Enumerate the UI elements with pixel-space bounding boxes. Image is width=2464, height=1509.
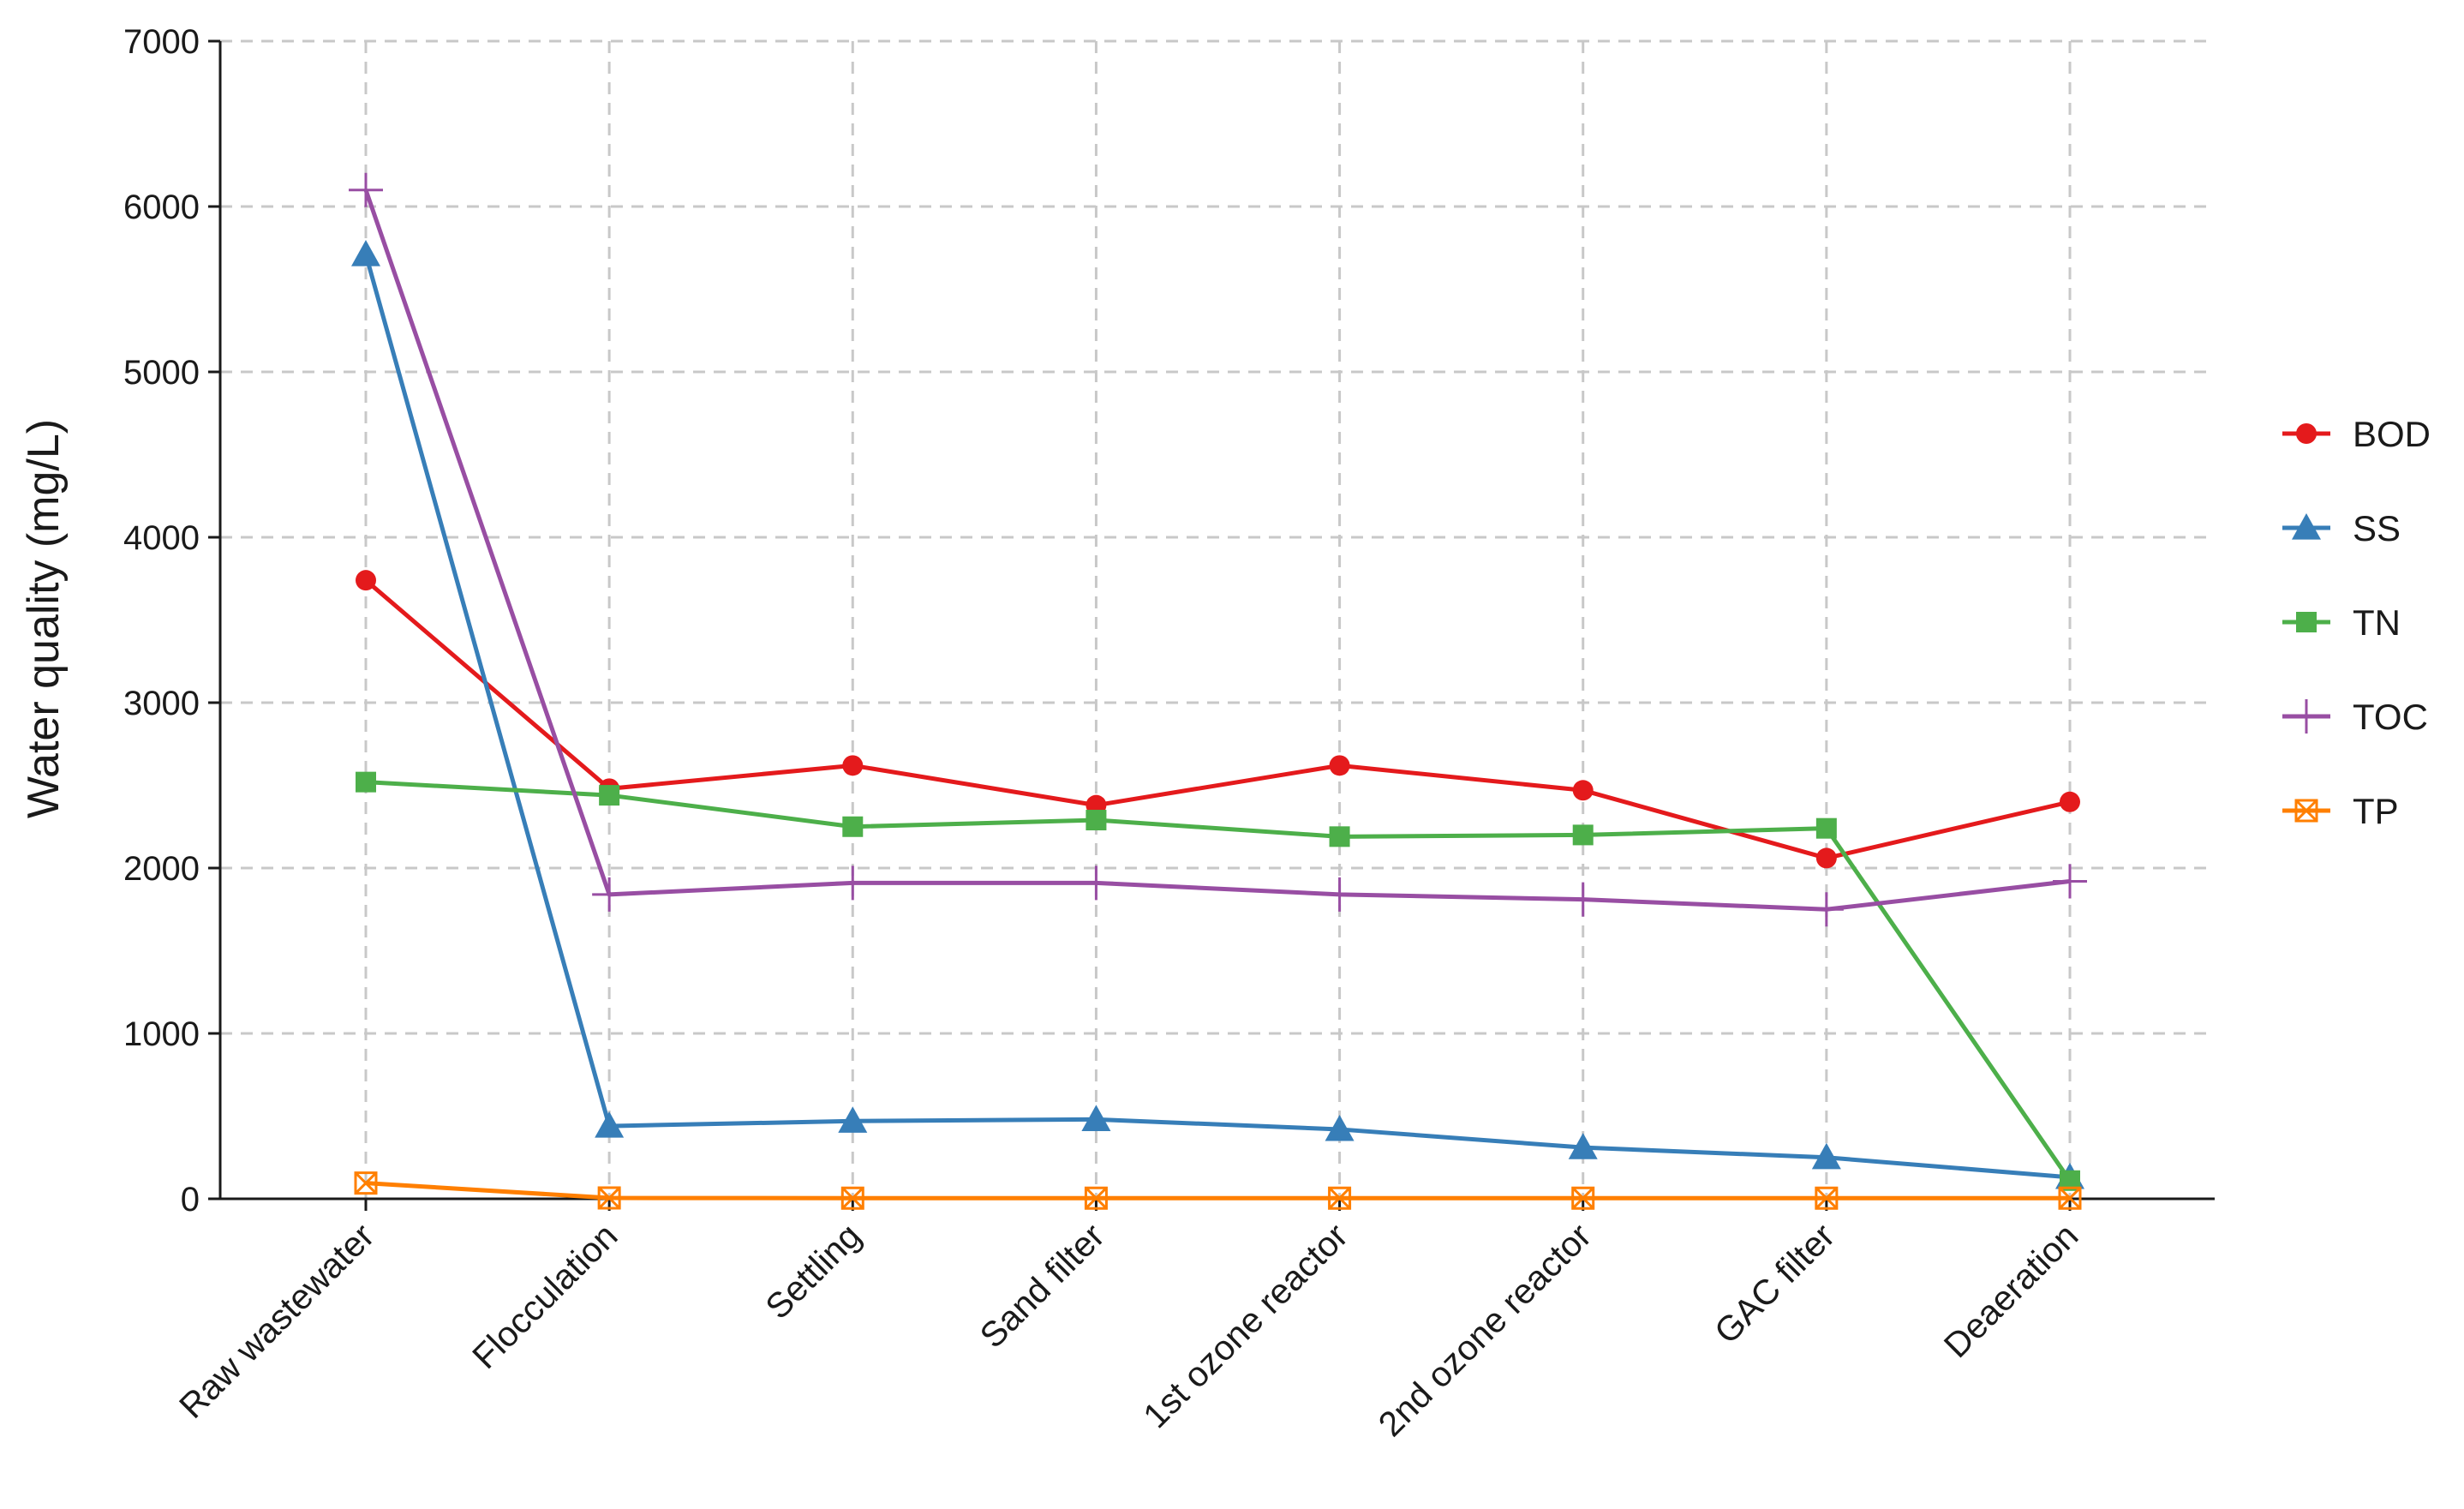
data-point-bod <box>1572 780 1594 801</box>
y-tick-label: 4000 <box>123 519 200 557</box>
legend-marker-ss <box>2292 513 2321 540</box>
data-point-ss <box>1081 1105 1111 1131</box>
legend-label-tn: TN <box>2353 602 2401 643</box>
data-point-tp <box>1571 1186 1595 1210</box>
y-tick-label: 3000 <box>123 685 200 722</box>
data-point-toc <box>1565 882 1600 917</box>
legend-marker-toc <box>2289 699 2323 734</box>
data-point-ss <box>1568 1133 1598 1159</box>
legend-marker-bod <box>2296 423 2317 444</box>
data-point-toc <box>592 877 627 912</box>
x-tick-labels: Raw wastewater Flocculation Settling Sand f… <box>171 1216 2085 1444</box>
data-point-toc <box>835 865 870 901</box>
data-point-tp <box>2058 1186 2082 1210</box>
data-point-bod <box>2060 791 2080 812</box>
legend-item-bod: BOD <box>2282 414 2431 454</box>
x-tick-label: Settling <box>757 1216 868 1326</box>
series-line-tp <box>365 1181 2070 1201</box>
legend-item-ss: SS <box>2282 508 2401 548</box>
data-point-tp <box>597 1186 621 1210</box>
legend-label-ss: SS <box>2353 508 2401 548</box>
data-point-tp <box>840 1186 864 1210</box>
data-point-tn <box>1572 824 1594 846</box>
y-tick-label: 0 <box>181 1181 200 1219</box>
y-tick-label: 1000 <box>123 1015 200 1053</box>
data-point-tn <box>842 816 864 837</box>
data-point-tn <box>1085 810 1107 831</box>
legend-item-toc: TOC <box>2282 697 2428 737</box>
data-point-tn <box>1329 826 1350 847</box>
legend-item-tp: TP <box>2282 791 2399 831</box>
data-point-tp <box>1815 1186 1839 1210</box>
series-line-ss <box>363 254 2071 1180</box>
data-point-ss <box>595 1111 625 1138</box>
x-tick-label: Raw wastewater <box>171 1216 381 1426</box>
data-point-toc <box>1322 877 1357 912</box>
legend-item-tn: TN <box>2282 602 2401 643</box>
y-tick-label: 5000 <box>123 354 200 392</box>
series-markers <box>349 172 2087 1210</box>
legend: BOD SS TN TOC TP <box>2282 414 2431 831</box>
series-line-bod <box>364 578 2071 860</box>
x-tick-label: Flocculation <box>464 1216 625 1376</box>
data-point-ss <box>351 239 380 266</box>
data-point-toc <box>1809 892 1844 927</box>
data-point-ss <box>1325 1114 1355 1141</box>
x-tick-label: Deaeration <box>1936 1216 2085 1365</box>
x-tick-label: 1st ozone reactor <box>1135 1216 1355 1436</box>
data-point-tp <box>1084 1186 1108 1210</box>
legend-marker-tp <box>2294 799 2318 823</box>
y-tick-label: 6000 <box>123 189 200 226</box>
data-point-ss <box>838 1106 868 1133</box>
data-point-tp <box>354 1171 378 1195</box>
y-axis-title: Water quality (mg/L) <box>19 419 69 818</box>
y-tick-label: 7000 <box>123 23 200 61</box>
data-point-bod <box>356 570 376 591</box>
data-point-tn <box>599 785 620 806</box>
series-line-toc <box>363 189 2071 912</box>
legend-label-tp: TP <box>2353 791 2399 831</box>
x-tick-label: Sand filter <box>972 1216 1112 1356</box>
y-tick-labels: 0 1000 2000 3000 4000 5000 6000 7000 <box>123 23 200 1219</box>
series-line-tn <box>365 780 2072 1183</box>
data-point-tn <box>1815 817 1837 839</box>
data-point-toc <box>2053 864 2087 899</box>
legend-label-toc: TOC <box>2353 697 2428 737</box>
series-lines <box>363 189 2072 1201</box>
data-point-tp <box>1328 1186 1352 1210</box>
data-point-tn <box>356 771 376 793</box>
data-point-toc <box>1079 865 1114 901</box>
legend-marker-tn <box>2296 612 2317 632</box>
data-point-bod <box>842 755 864 776</box>
legend-label-bod: BOD <box>2353 414 2431 454</box>
data-point-ss <box>1811 1142 1841 1170</box>
data-point-toc <box>349 172 383 207</box>
x-tick-label: 2nd ozone reactor <box>1371 1216 1599 1444</box>
x-tick-label: GAC filter <box>1707 1216 1842 1351</box>
axes <box>208 39 2215 1211</box>
data-point-bod <box>1815 847 1837 869</box>
grid <box>220 39 2215 1201</box>
data-point-bod <box>1329 755 1350 776</box>
y-tick-label: 2000 <box>123 850 200 888</box>
